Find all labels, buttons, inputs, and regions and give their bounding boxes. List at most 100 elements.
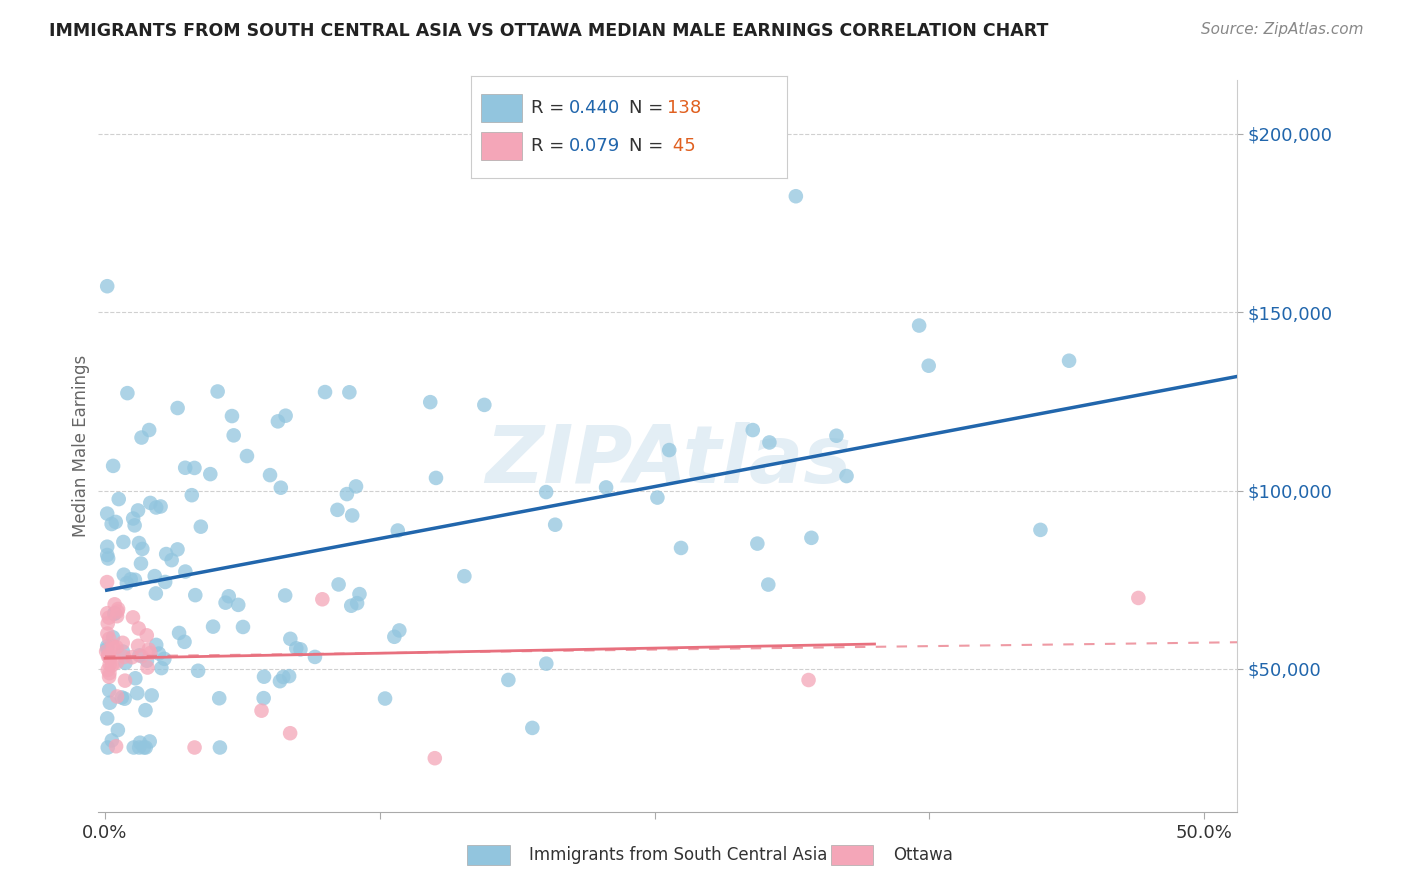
Point <box>98 683 121 698</box>
Point <box>115 576 138 591</box>
Point <box>98 657 121 672</box>
Point <box>101 458 124 473</box>
Point <box>104 515 127 529</box>
Point <box>132 740 155 755</box>
Point <box>145 500 167 515</box>
Point <box>136 654 159 668</box>
Text: 0.079: 0.079 <box>569 137 620 155</box>
Point <box>96 606 118 620</box>
Point <box>304 649 326 664</box>
Point <box>98 666 121 681</box>
Point <box>1029 523 1052 537</box>
Point <box>174 460 197 475</box>
Point <box>425 471 447 485</box>
Text: Source: ZipAtlas.com: Source: ZipAtlas.com <box>1201 22 1364 37</box>
Point <box>232 620 254 634</box>
Point <box>128 536 150 550</box>
Point <box>290 642 312 657</box>
Point <box>184 588 207 602</box>
Point <box>141 689 163 703</box>
Point <box>166 401 188 415</box>
Point <box>756 577 779 591</box>
Point <box>269 674 291 689</box>
Point <box>97 649 120 664</box>
Point <box>98 670 121 684</box>
Point <box>349 587 371 601</box>
Point <box>97 648 120 662</box>
Bar <box>467 846 510 865</box>
Point <box>278 669 301 683</box>
Point <box>221 409 243 423</box>
Point <box>139 646 162 660</box>
Bar <box>481 94 522 122</box>
Point <box>388 624 411 638</box>
Point <box>100 516 122 531</box>
Point <box>253 670 276 684</box>
Point <box>107 723 129 737</box>
Point <box>274 589 297 603</box>
Point <box>214 596 236 610</box>
Point <box>135 628 157 642</box>
Point <box>124 671 146 685</box>
Point <box>314 385 336 400</box>
Point <box>97 551 120 566</box>
Point <box>174 565 197 579</box>
Point <box>101 631 124 645</box>
Text: N =: N = <box>630 99 669 117</box>
Point <box>97 740 120 755</box>
Point <box>139 496 162 510</box>
Point <box>747 536 769 550</box>
Point <box>374 691 396 706</box>
Point <box>134 703 156 717</box>
Point <box>222 428 245 442</box>
Point <box>190 519 212 533</box>
Point <box>107 605 129 619</box>
Bar <box>481 132 522 161</box>
Point <box>200 467 222 482</box>
Point <box>328 577 350 591</box>
Point <box>336 487 359 501</box>
Point <box>271 670 294 684</box>
Point <box>128 648 150 663</box>
Point <box>187 664 209 678</box>
Point <box>96 548 118 562</box>
Point <box>208 691 231 706</box>
Point <box>419 395 441 409</box>
Point <box>112 567 135 582</box>
Point <box>120 572 142 586</box>
Point <box>105 690 128 704</box>
Point <box>138 423 160 437</box>
Point <box>250 704 273 718</box>
Point <box>136 660 159 674</box>
Point <box>112 535 135 549</box>
Point <box>96 507 118 521</box>
Point <box>595 480 617 494</box>
Point <box>173 635 195 649</box>
Point <box>800 531 823 545</box>
Point <box>340 599 363 613</box>
Point <box>280 632 302 646</box>
Point <box>236 449 259 463</box>
Point <box>129 557 152 571</box>
Point <box>117 386 139 401</box>
Point <box>259 468 281 483</box>
Text: Immigrants from South Central Asia: Immigrants from South Central Asia <box>529 847 828 864</box>
Point <box>96 540 118 554</box>
Point <box>536 657 558 671</box>
Point <box>145 586 167 600</box>
Y-axis label: Median Male Earnings: Median Male Earnings <box>72 355 90 537</box>
Point <box>98 696 121 710</box>
Point <box>96 575 118 590</box>
Point <box>797 673 820 687</box>
Point <box>96 639 118 653</box>
Point <box>544 517 567 532</box>
Point <box>104 607 127 621</box>
Point <box>423 751 446 765</box>
Point <box>153 652 176 666</box>
Point <box>124 573 146 587</box>
Point <box>148 647 170 661</box>
Point <box>337 385 360 400</box>
Point <box>96 626 118 640</box>
Point <box>207 384 229 399</box>
Point <box>522 721 544 735</box>
